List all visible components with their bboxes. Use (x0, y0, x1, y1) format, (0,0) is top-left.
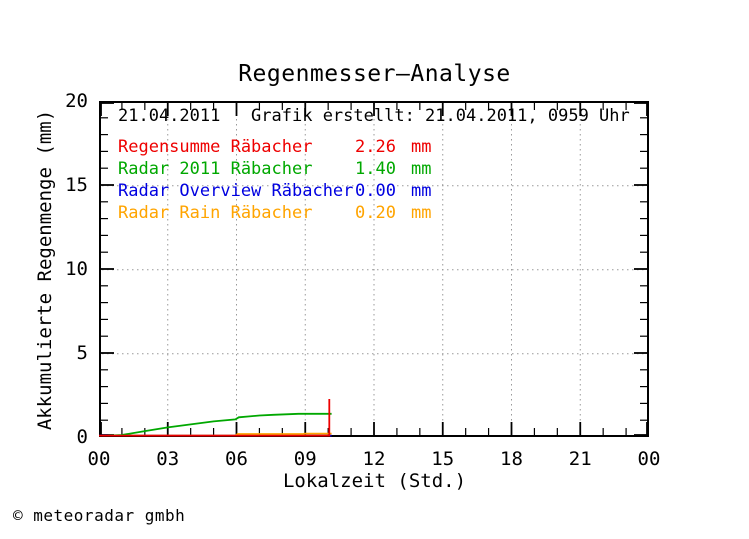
x-tick-label: 15 (431, 448, 455, 470)
x-axis-label: Lokalzeit (Std.) (282, 470, 467, 492)
x-tick-label: 12 (362, 448, 386, 470)
y-tick-label: 15 (65, 174, 88, 196)
y-tick-label: 20 (65, 90, 88, 112)
x-tick-label: 06 (225, 448, 248, 470)
legend-series-value: 0.20 (355, 203, 396, 223)
legend-row-radar-rain: Radar Rain Räbacher 0.20 mm (118, 202, 630, 224)
x-tick-label: 21 (568, 448, 592, 470)
series-line-0 (99, 399, 331, 437)
legend-series-unit: mm (411, 137, 432, 157)
x-tick-label: 18 (500, 448, 523, 470)
y-tick-label: 10 (65, 258, 88, 280)
x-tick-label: 09 (293, 448, 317, 470)
plot-area (99, 101, 649, 437)
legend-info-line: 21.04.2011 Grafik erstellt: 21.04.2011, … (118, 106, 630, 126)
legend-series-unit: mm (411, 181, 432, 201)
legend-row-radar-2011: Radar 2011 Räbacher 1.40 mm (118, 158, 630, 180)
page-title: Regenmesser—Analyse (238, 61, 511, 87)
legend-series-unit: mm (411, 159, 432, 179)
legend-series-value: 0.00 (355, 181, 396, 201)
legend-series-name: Regensumme Räbacher (118, 137, 313, 157)
y-tick-label: 5 (76, 342, 88, 364)
series-line-1 (108, 412, 332, 437)
legend-series-name: Radar Overview Räbacher (118, 181, 354, 201)
legend-series-value: 2.26 (355, 137, 396, 157)
legend: 21.04.2011 Grafik erstellt: 21.04.2011, … (118, 106, 630, 224)
x-tick-label: 00 (87, 448, 111, 470)
legend-series-name: Radar Rain Räbacher (118, 203, 313, 223)
copyright-notice: © meteoradar gmbh (13, 506, 186, 525)
x-tick-label: 00 (637, 448, 661, 470)
legend-series-unit: mm (411, 203, 432, 223)
legend-row-radar-overview: Radar Overview Räbacher 0.00 mm (118, 180, 630, 202)
legend-series-name: Radar 2011 Räbacher (118, 159, 313, 179)
x-tick-label: 03 (156, 448, 180, 470)
legend-series-value: 1.40 (355, 159, 396, 179)
y-tick-label: 0 (76, 426, 88, 448)
legend-row-regensumme: Regensumme Räbacher 2.26 mm (118, 136, 630, 158)
plot-frame (99, 101, 649, 437)
